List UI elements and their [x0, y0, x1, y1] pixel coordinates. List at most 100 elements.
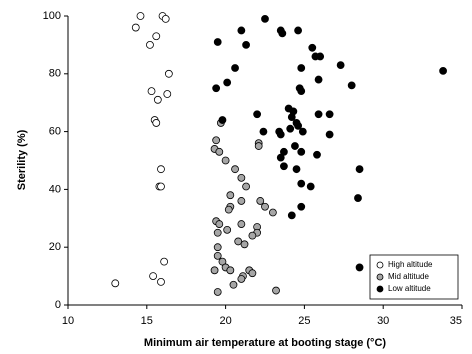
- data-point: [336, 61, 345, 70]
- data-point: [242, 41, 250, 49]
- data-point: [147, 87, 156, 96]
- legend-marker: [376, 285, 384, 293]
- y-tick-label: 100: [43, 10, 61, 22]
- data-point: [161, 14, 170, 23]
- data-point: [237, 26, 246, 35]
- x-tick-label: 15: [141, 315, 153, 327]
- data-point: [276, 130, 285, 139]
- data-point: [298, 127, 307, 136]
- data-point: [439, 67, 447, 75]
- x-tick-label: 25: [298, 315, 310, 327]
- data-point: [261, 14, 269, 23]
- y-tick-label: 0: [55, 299, 61, 311]
- data-point: [354, 194, 362, 202]
- data-point: [136, 12, 145, 20]
- data-point: [347, 81, 356, 90]
- data-point: [242, 182, 250, 191]
- data-point: [215, 147, 224, 156]
- data-point: [213, 228, 222, 237]
- data-point: [223, 78, 232, 87]
- x-tick-label: 35: [450, 315, 462, 327]
- data-point: [163, 90, 172, 98]
- data-point: [213, 288, 222, 296]
- data-point: [253, 110, 262, 119]
- data-point: [254, 142, 263, 150]
- y-tick-label: 20: [49, 241, 61, 253]
- data-point: [157, 165, 165, 174]
- data-point: [314, 75, 323, 84]
- data-point: [152, 32, 161, 41]
- data-point: [210, 266, 219, 275]
- data-point: [313, 150, 321, 159]
- legend-label: High altitude: [388, 260, 433, 269]
- data-point: [237, 275, 246, 283]
- data-point: [153, 95, 162, 104]
- data-point: [240, 240, 249, 249]
- data-point: [297, 179, 306, 188]
- data-point: [291, 142, 299, 150]
- legend-marker: [376, 273, 384, 281]
- x-tick-label: 30: [377, 315, 389, 327]
- data-point: [287, 113, 296, 122]
- data-point: [226, 191, 235, 200]
- data-point: [314, 110, 323, 119]
- data-point: [297, 147, 306, 156]
- legend-box: [369, 254, 459, 300]
- data-point: [287, 211, 296, 220]
- data-point: [237, 173, 246, 182]
- data-point: [237, 220, 246, 228]
- data-point: [316, 52, 325, 61]
- x-axis-title: Minimum air temperature at booting stage…: [144, 337, 386, 349]
- legend-marker: [376, 261, 384, 269]
- data-point: [259, 127, 268, 136]
- data-point: [131, 23, 140, 32]
- data-point: [223, 225, 232, 234]
- data-point: [294, 121, 302, 130]
- data-point: [297, 87, 306, 96]
- y-axis-title: Sterility (%): [16, 129, 28, 190]
- data-point: [234, 237, 243, 246]
- data-point: [146, 41, 154, 49]
- data-point: [325, 130, 334, 139]
- data-point: [212, 84, 221, 93]
- data-point: [355, 165, 364, 174]
- x-tick-label: 10: [62, 315, 74, 327]
- data-point: [248, 231, 257, 240]
- data-point: [213, 38, 222, 46]
- data-point: [306, 182, 315, 191]
- data-point: [224, 205, 233, 214]
- data-point: [248, 269, 257, 278]
- data-point: [280, 162, 288, 171]
- y-tick-label: 80: [49, 68, 61, 80]
- data-point: [278, 29, 287, 38]
- data-point: [268, 208, 277, 217]
- data-point: [297, 202, 306, 211]
- data-point: [294, 26, 302, 35]
- data-point: [111, 279, 120, 288]
- data-point: [297, 64, 306, 72]
- data-point: [160, 257, 169, 266]
- data-point: [213, 251, 222, 260]
- y-tick-label: 40: [49, 183, 61, 195]
- data-point: [355, 263, 364, 272]
- data-point: [231, 165, 239, 174]
- x-tick-label: 20: [219, 315, 231, 327]
- legend-label: Mid altitude: [388, 272, 429, 281]
- y-tick-label: 60: [49, 126, 61, 138]
- data-point: [272, 286, 280, 295]
- data-point: [325, 110, 334, 119]
- data-point: [229, 280, 238, 289]
- data-point: [237, 197, 246, 205]
- data-point: [286, 124, 295, 133]
- data-point: [261, 202, 269, 211]
- data-point: [308, 43, 317, 52]
- data-point: [226, 266, 235, 275]
- legend-label: Low altitude: [388, 284, 431, 293]
- data-point: [256, 197, 265, 205]
- data-point: [218, 116, 227, 124]
- data-point: [212, 136, 221, 145]
- data-point: [157, 182, 165, 191]
- data-point: [164, 69, 173, 78]
- data-point: [157, 277, 165, 286]
- data-point: [213, 243, 222, 252]
